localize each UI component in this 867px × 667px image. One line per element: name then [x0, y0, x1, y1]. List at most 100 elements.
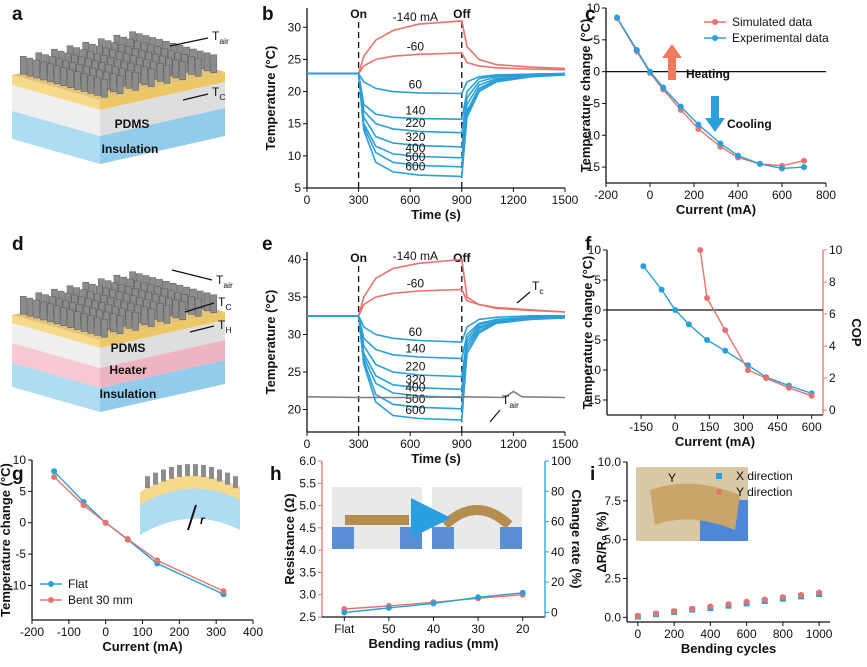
pillar	[188, 56, 195, 75]
x-tick-label: 100	[132, 625, 152, 639]
x-tick-label: 800	[773, 627, 793, 641]
series-line	[699, 249, 812, 397]
legend-label: Experimental data	[732, 31, 829, 45]
legend-label: Y direction	[736, 485, 792, 499]
y-tick-label: 10	[588, 243, 602, 257]
panel-letter: e	[262, 234, 273, 255]
series-label: 60	[409, 78, 423, 92]
pillar	[53, 305, 61, 325]
pillar	[209, 466, 214, 479]
leader-line	[189, 325, 215, 333]
x-tick-label: 600	[737, 627, 757, 641]
diagram-label-sub: air	[219, 36, 229, 46]
pillar	[217, 469, 222, 482]
marker	[80, 502, 87, 509]
inset-layer	[140, 483, 240, 535]
series-label: 600	[405, 160, 425, 174]
y2-tick-label: 100	[551, 454, 571, 468]
y-tick-label: 3.0	[299, 588, 316, 602]
x-tick-label: 200	[684, 188, 704, 202]
leader-line	[516, 291, 531, 304]
series-line	[307, 72, 566, 178]
layer-side	[12, 85, 100, 136]
x-tick-label: 30	[471, 622, 485, 636]
leader-line	[182, 93, 209, 101]
diagram-label: PDMS	[115, 117, 150, 131]
diagram-label-main: PDMS	[115, 117, 150, 131]
y-tick-label: -10	[9, 578, 27, 592]
photo-hand	[332, 527, 354, 549]
diagram-label: TC	[218, 295, 232, 312]
pillar	[172, 59, 180, 79]
layer-side	[12, 363, 100, 412]
x-tick-label: -200	[20, 625, 44, 639]
pillar	[132, 72, 139, 91]
diagram-label-sub: H	[225, 325, 231, 335]
pillar	[148, 68, 155, 88]
marker	[722, 347, 729, 354]
y-tick-label: 6.0	[299, 454, 316, 468]
y-tick-label: -15	[583, 160, 601, 174]
pillar	[185, 464, 190, 477]
pillar	[141, 306, 148, 326]
x-axis-title: Bending radius (mm)	[368, 636, 498, 651]
diagram-label-main: T	[212, 29, 220, 43]
x-tick-label: 0	[672, 420, 679, 434]
x-tick-label: 600	[772, 188, 792, 202]
y-tick-label: 40	[288, 253, 302, 267]
marker	[725, 601, 732, 608]
diagram-label-main: T	[216, 273, 224, 287]
x-tick-label: 400	[728, 188, 748, 202]
y-axis-title: Temperature change (°C)	[580, 256, 595, 410]
marker	[124, 536, 131, 543]
diagram-label-sub: C	[219, 92, 225, 102]
legend-marker	[48, 581, 54, 587]
diagram-label: PDMS	[111, 341, 146, 355]
marker	[653, 610, 659, 617]
pillar	[169, 466, 174, 479]
pillar	[26, 57, 34, 77]
series-line	[307, 315, 566, 399]
pillar	[203, 292, 211, 312]
marker	[640, 263, 647, 270]
y-tick-label: -10	[584, 363, 602, 377]
layer-side	[12, 315, 100, 348]
series-label: 500	[405, 150, 425, 164]
y-tick-label: 7.5	[604, 494, 621, 508]
series-label: -140 mA	[393, 249, 438, 263]
x-tick-label: 900	[452, 193, 472, 207]
x-tick-label: 200	[169, 625, 189, 639]
series-line	[307, 315, 566, 360]
y2-tick-label: 2	[829, 371, 836, 385]
series-line	[307, 315, 566, 391]
series-label: -60	[407, 40, 425, 54]
diagram-label: Insulation	[100, 387, 157, 401]
diagram-label-main: Y	[668, 471, 676, 485]
pillar	[40, 61, 47, 81]
legend-marker	[712, 35, 718, 41]
x-axis-title: Bending cycles	[681, 641, 776, 656]
y-axis-title: ΔR/R₀ (%)	[594, 511, 609, 572]
legend-label: Simulated data	[732, 15, 812, 29]
series-label: 320	[405, 372, 425, 386]
diagram-label: Tair	[212, 29, 229, 46]
pillar	[110, 73, 117, 93]
marker	[735, 152, 741, 159]
y-tick-label: 3.5	[299, 565, 316, 579]
marker	[717, 140, 724, 147]
pillar	[125, 310, 133, 329]
event-label: Off	[453, 251, 471, 265]
leader-line	[171, 269, 213, 281]
y2-tick-label: 0	[829, 403, 836, 417]
y-tick-label: 5	[19, 484, 26, 498]
layer-side	[12, 75, 100, 110]
pillar	[225, 472, 230, 485]
pillar	[179, 61, 186, 81]
pillar	[177, 465, 182, 478]
x-tick-label: 800	[816, 188, 836, 202]
x-tick-label: 300	[349, 193, 369, 207]
y-tick-label: 0	[19, 516, 26, 530]
legend-marker	[48, 597, 54, 603]
marker	[385, 604, 392, 611]
diagram-label: r	[200, 513, 206, 527]
